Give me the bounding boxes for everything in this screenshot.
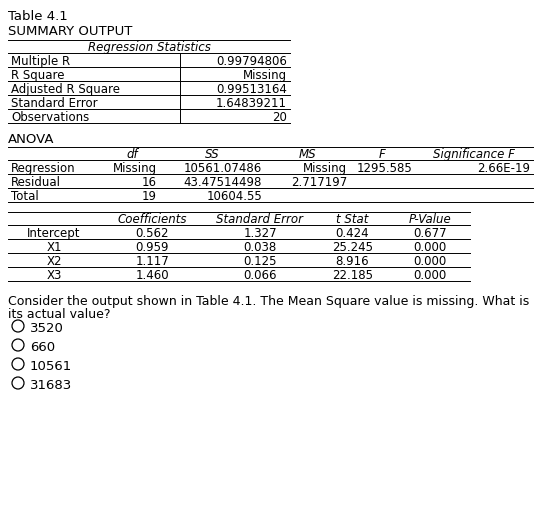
- Text: Regression: Regression: [11, 162, 76, 175]
- Text: Significance F: Significance F: [433, 148, 515, 161]
- Text: 1.460: 1.460: [136, 269, 169, 282]
- Text: Standard Error: Standard Error: [216, 213, 304, 226]
- Text: 0.038: 0.038: [243, 241, 276, 254]
- Text: 0.000: 0.000: [413, 269, 447, 282]
- Text: 31683: 31683: [30, 379, 72, 392]
- Text: 19: 19: [142, 190, 157, 203]
- Text: 16: 16: [142, 176, 157, 189]
- Text: 8.916: 8.916: [335, 255, 370, 268]
- Text: SUMMARY OUTPUT: SUMMARY OUTPUT: [8, 25, 133, 38]
- Text: Missing: Missing: [113, 162, 157, 175]
- Text: its actual value?: its actual value?: [8, 308, 110, 321]
- Text: df: df: [127, 148, 138, 161]
- Text: Adjusted R Square: Adjusted R Square: [11, 83, 120, 96]
- Text: Intercept: Intercept: [27, 227, 81, 240]
- Text: 0.677: 0.677: [413, 227, 447, 240]
- Text: 0.99513164: 0.99513164: [216, 83, 287, 96]
- Text: 1.117: 1.117: [136, 255, 169, 268]
- Text: 22.185: 22.185: [332, 269, 373, 282]
- Text: ANOVA: ANOVA: [8, 133, 55, 146]
- Text: Consider the output shown in Table 4.1. The Mean Square value is missing. What i: Consider the output shown in Table 4.1. …: [8, 295, 529, 308]
- Text: Missing: Missing: [303, 162, 347, 175]
- Text: 10561.07486: 10561.07486: [184, 162, 262, 175]
- Text: 1.64839211: 1.64839211: [216, 97, 287, 110]
- Text: 0.99794806: 0.99794806: [216, 55, 287, 68]
- Text: Total: Total: [11, 190, 39, 203]
- Text: F: F: [379, 148, 386, 161]
- Text: Observations: Observations: [11, 111, 89, 124]
- Text: Table 4.1: Table 4.1: [8, 10, 68, 23]
- Text: Regression Statistics: Regression Statistics: [88, 41, 210, 54]
- Text: P-Value: P-Value: [408, 213, 451, 226]
- Text: Coefficients: Coefficients: [118, 213, 187, 226]
- Text: 0.125: 0.125: [243, 255, 277, 268]
- Text: 10604.55: 10604.55: [206, 190, 262, 203]
- Text: 0.066: 0.066: [243, 269, 277, 282]
- Text: 2.717197: 2.717197: [291, 176, 347, 189]
- Text: 20: 20: [272, 111, 287, 124]
- Text: Residual: Residual: [11, 176, 61, 189]
- Text: 0.000: 0.000: [413, 255, 447, 268]
- Text: 3520: 3520: [30, 322, 64, 335]
- Text: 0.424: 0.424: [335, 227, 370, 240]
- Text: 1.327: 1.327: [243, 227, 277, 240]
- Text: 0.000: 0.000: [413, 241, 447, 254]
- Text: 660: 660: [30, 341, 55, 354]
- Text: 1295.585: 1295.585: [357, 162, 412, 175]
- Text: Multiple R: Multiple R: [11, 55, 70, 68]
- Text: Missing: Missing: [243, 69, 287, 82]
- Text: Standard Error: Standard Error: [11, 97, 97, 110]
- Text: X1: X1: [46, 241, 62, 254]
- Text: SS: SS: [205, 148, 220, 161]
- Text: X2: X2: [46, 255, 62, 268]
- Text: R Square: R Square: [11, 69, 64, 82]
- Text: 43.47514498: 43.47514498: [183, 176, 262, 189]
- Text: 0.562: 0.562: [136, 227, 169, 240]
- Text: X3: X3: [47, 269, 62, 282]
- Text: MS: MS: [299, 148, 316, 161]
- Text: 25.245: 25.245: [332, 241, 373, 254]
- Text: 2.66E-19: 2.66E-19: [477, 162, 530, 175]
- Text: 10561: 10561: [30, 360, 72, 373]
- Text: t Stat: t Stat: [337, 213, 368, 226]
- Text: 0.959: 0.959: [136, 241, 169, 254]
